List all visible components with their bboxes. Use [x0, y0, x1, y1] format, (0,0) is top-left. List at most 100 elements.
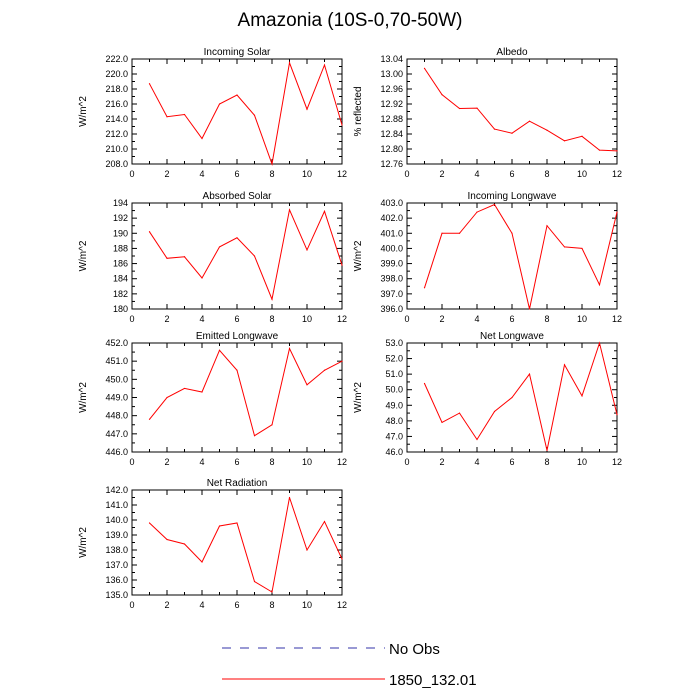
x-tick-label: 2	[439, 457, 444, 467]
data-point	[511, 396, 513, 399]
y-tick-label: 401.0	[380, 228, 403, 238]
x-tick-label: 2	[164, 457, 169, 467]
y-tick-label: 208.0	[105, 159, 128, 169]
y-tick-label: 48.0	[385, 416, 403, 426]
y-tick-label: 216.0	[105, 99, 128, 109]
data-point	[441, 421, 443, 424]
x-tick-label: 0	[129, 169, 134, 179]
y-axis-label: W/m^2	[353, 240, 364, 271]
data-point	[511, 232, 513, 234]
y-tick-label: 450.0	[105, 374, 128, 384]
data-point	[288, 62, 291, 64]
data-point	[218, 525, 221, 527]
data-point	[581, 135, 583, 137]
series-line	[424, 68, 618, 152]
y-tick-label: 52.0	[385, 354, 403, 364]
data-point	[476, 107, 478, 109]
plot-frame	[131, 58, 343, 165]
x-tick-label: 12	[612, 169, 622, 179]
x-tick-label: 4	[199, 457, 204, 467]
data-point	[441, 94, 443, 96]
data-point	[423, 382, 426, 385]
x-tick-label: 0	[129, 314, 134, 324]
y-tick-label: 12.76	[380, 159, 403, 169]
x-tick-label: 0	[129, 600, 134, 610]
legend: No Obs 1850_132.01	[222, 641, 477, 689]
data-point	[546, 449, 548, 452]
data-point	[253, 255, 256, 257]
x-tick-label: 12	[612, 457, 622, 467]
panel-title: Incoming Solar	[204, 47, 271, 58]
data-point	[271, 163, 273, 165]
data-point	[458, 412, 461, 414]
data-point	[306, 384, 308, 386]
data-point	[288, 496, 291, 499]
data-point	[493, 203, 496, 206]
x-tick-label: 10	[302, 457, 312, 467]
data-point	[166, 116, 168, 118]
data-point	[306, 549, 308, 551]
data-point	[218, 349, 221, 351]
y-tick-label: 451.0	[105, 356, 128, 366]
y-tick-label: 447.0	[105, 429, 128, 439]
series-line	[424, 341, 618, 451]
y-tick-label: 182	[113, 289, 128, 299]
x-tick-label: 6	[509, 314, 514, 324]
data-point	[183, 387, 186, 390]
y-tick-label: 396.0	[380, 304, 403, 314]
x-tick-label: 4	[199, 600, 204, 610]
page-title: Amazonia (10S-0,70-50W)	[237, 10, 463, 31]
y-tick-label: 214.0	[105, 114, 128, 124]
panel-incoming-longwave: Incoming Longwave W/m^2 0 2 4 6 8 10 12 396.0 397.…	[353, 191, 622, 324]
x-tick-label: 6	[509, 169, 514, 179]
plot-frame	[406, 58, 618, 165]
data-point	[218, 246, 221, 248]
legend-label-no-obs: No Obs	[389, 641, 440, 658]
y-tick-label: 398.0	[380, 274, 403, 284]
data-point	[493, 410, 496, 413]
panel-title: Albedo	[496, 47, 528, 58]
y-axis-label: % reflected	[353, 86, 364, 136]
y-tick-label: 13.04	[380, 54, 403, 64]
x-tick-label: 6	[234, 169, 239, 179]
series-line	[149, 208, 343, 301]
plot-frame	[131, 489, 343, 596]
data-point	[201, 277, 203, 279]
data-point	[458, 107, 461, 110]
x-tick-label: 2	[439, 314, 444, 324]
data-point	[166, 538, 168, 541]
y-tick-label: 399.0	[380, 259, 403, 269]
data-point	[166, 257, 168, 259]
data-point	[148, 231, 151, 233]
y-tick-label: 397.0	[380, 289, 403, 299]
data-point	[236, 522, 238, 524]
x-tick-label: 0	[404, 457, 409, 467]
plot-frame	[131, 342, 343, 453]
data-point	[183, 256, 186, 258]
data-point	[458, 232, 461, 234]
y-tick-label: 402.0	[380, 213, 403, 223]
data-point	[271, 424, 273, 426]
data-point	[183, 113, 186, 116]
data-point	[288, 347, 291, 350]
y-tick-label: 210.0	[105, 144, 128, 154]
data-point	[323, 64, 326, 66]
data-point	[253, 435, 256, 437]
x-tick-label: 0	[129, 457, 134, 467]
y-tick-label: 136.0	[105, 575, 128, 585]
y-axis-label: W/m^2	[78, 240, 89, 271]
x-tick-label: 2	[164, 314, 169, 324]
y-axis-label: W/m^2	[78, 527, 89, 558]
data-point	[598, 149, 601, 151]
x-tick-label: 12	[337, 600, 347, 610]
x-tick-label: 2	[439, 169, 444, 179]
panel-title: Net Longwave	[480, 331, 544, 342]
data-point	[236, 369, 238, 371]
x-tick-label: 10	[577, 314, 587, 324]
y-tick-label: 452.0	[105, 338, 128, 348]
y-tick-label: 212.0	[105, 129, 128, 139]
data-point	[341, 558, 343, 560]
x-tick-label: 12	[337, 314, 347, 324]
x-tick-label: 6	[509, 457, 514, 467]
data-point	[616, 414, 618, 416]
